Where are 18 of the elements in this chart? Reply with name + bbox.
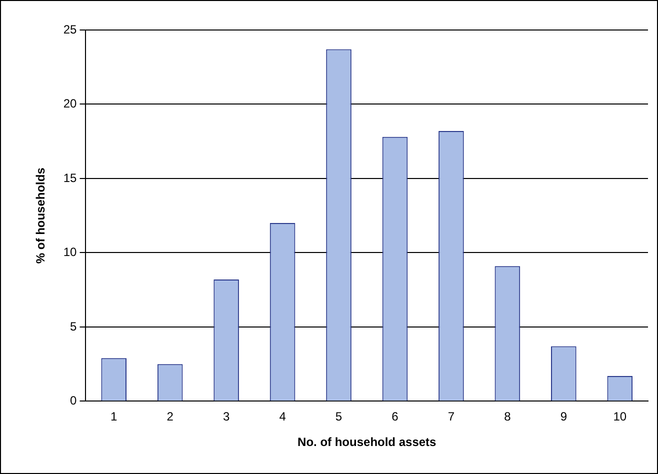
x-tick-label: 6 [392,410,399,424]
x-tick-label: 4 [279,410,286,424]
y-axis-title: % of households [34,167,48,264]
x-tick-label: 10 [613,410,627,424]
x-tick-label: 2 [166,410,174,424]
y-tick-label: 20 [63,96,78,111]
x-tick-label: 5 [335,410,342,424]
x-axis-title: No. of household assets [298,435,437,450]
x-tick-label: 9 [560,410,568,424]
y-tick-label: 5 [70,319,78,334]
y-tick-label: 25 [63,22,78,36]
y-tick-label: 15 [63,170,78,185]
x-tick-label: 8 [504,410,512,424]
x-tick-label: 1 [110,410,118,424]
x-tick-label: 7 [448,410,455,424]
y-tick-label: 10 [63,245,78,260]
x-tick-label: 3 [222,410,230,424]
y-tick-label: 0 [70,394,78,408]
